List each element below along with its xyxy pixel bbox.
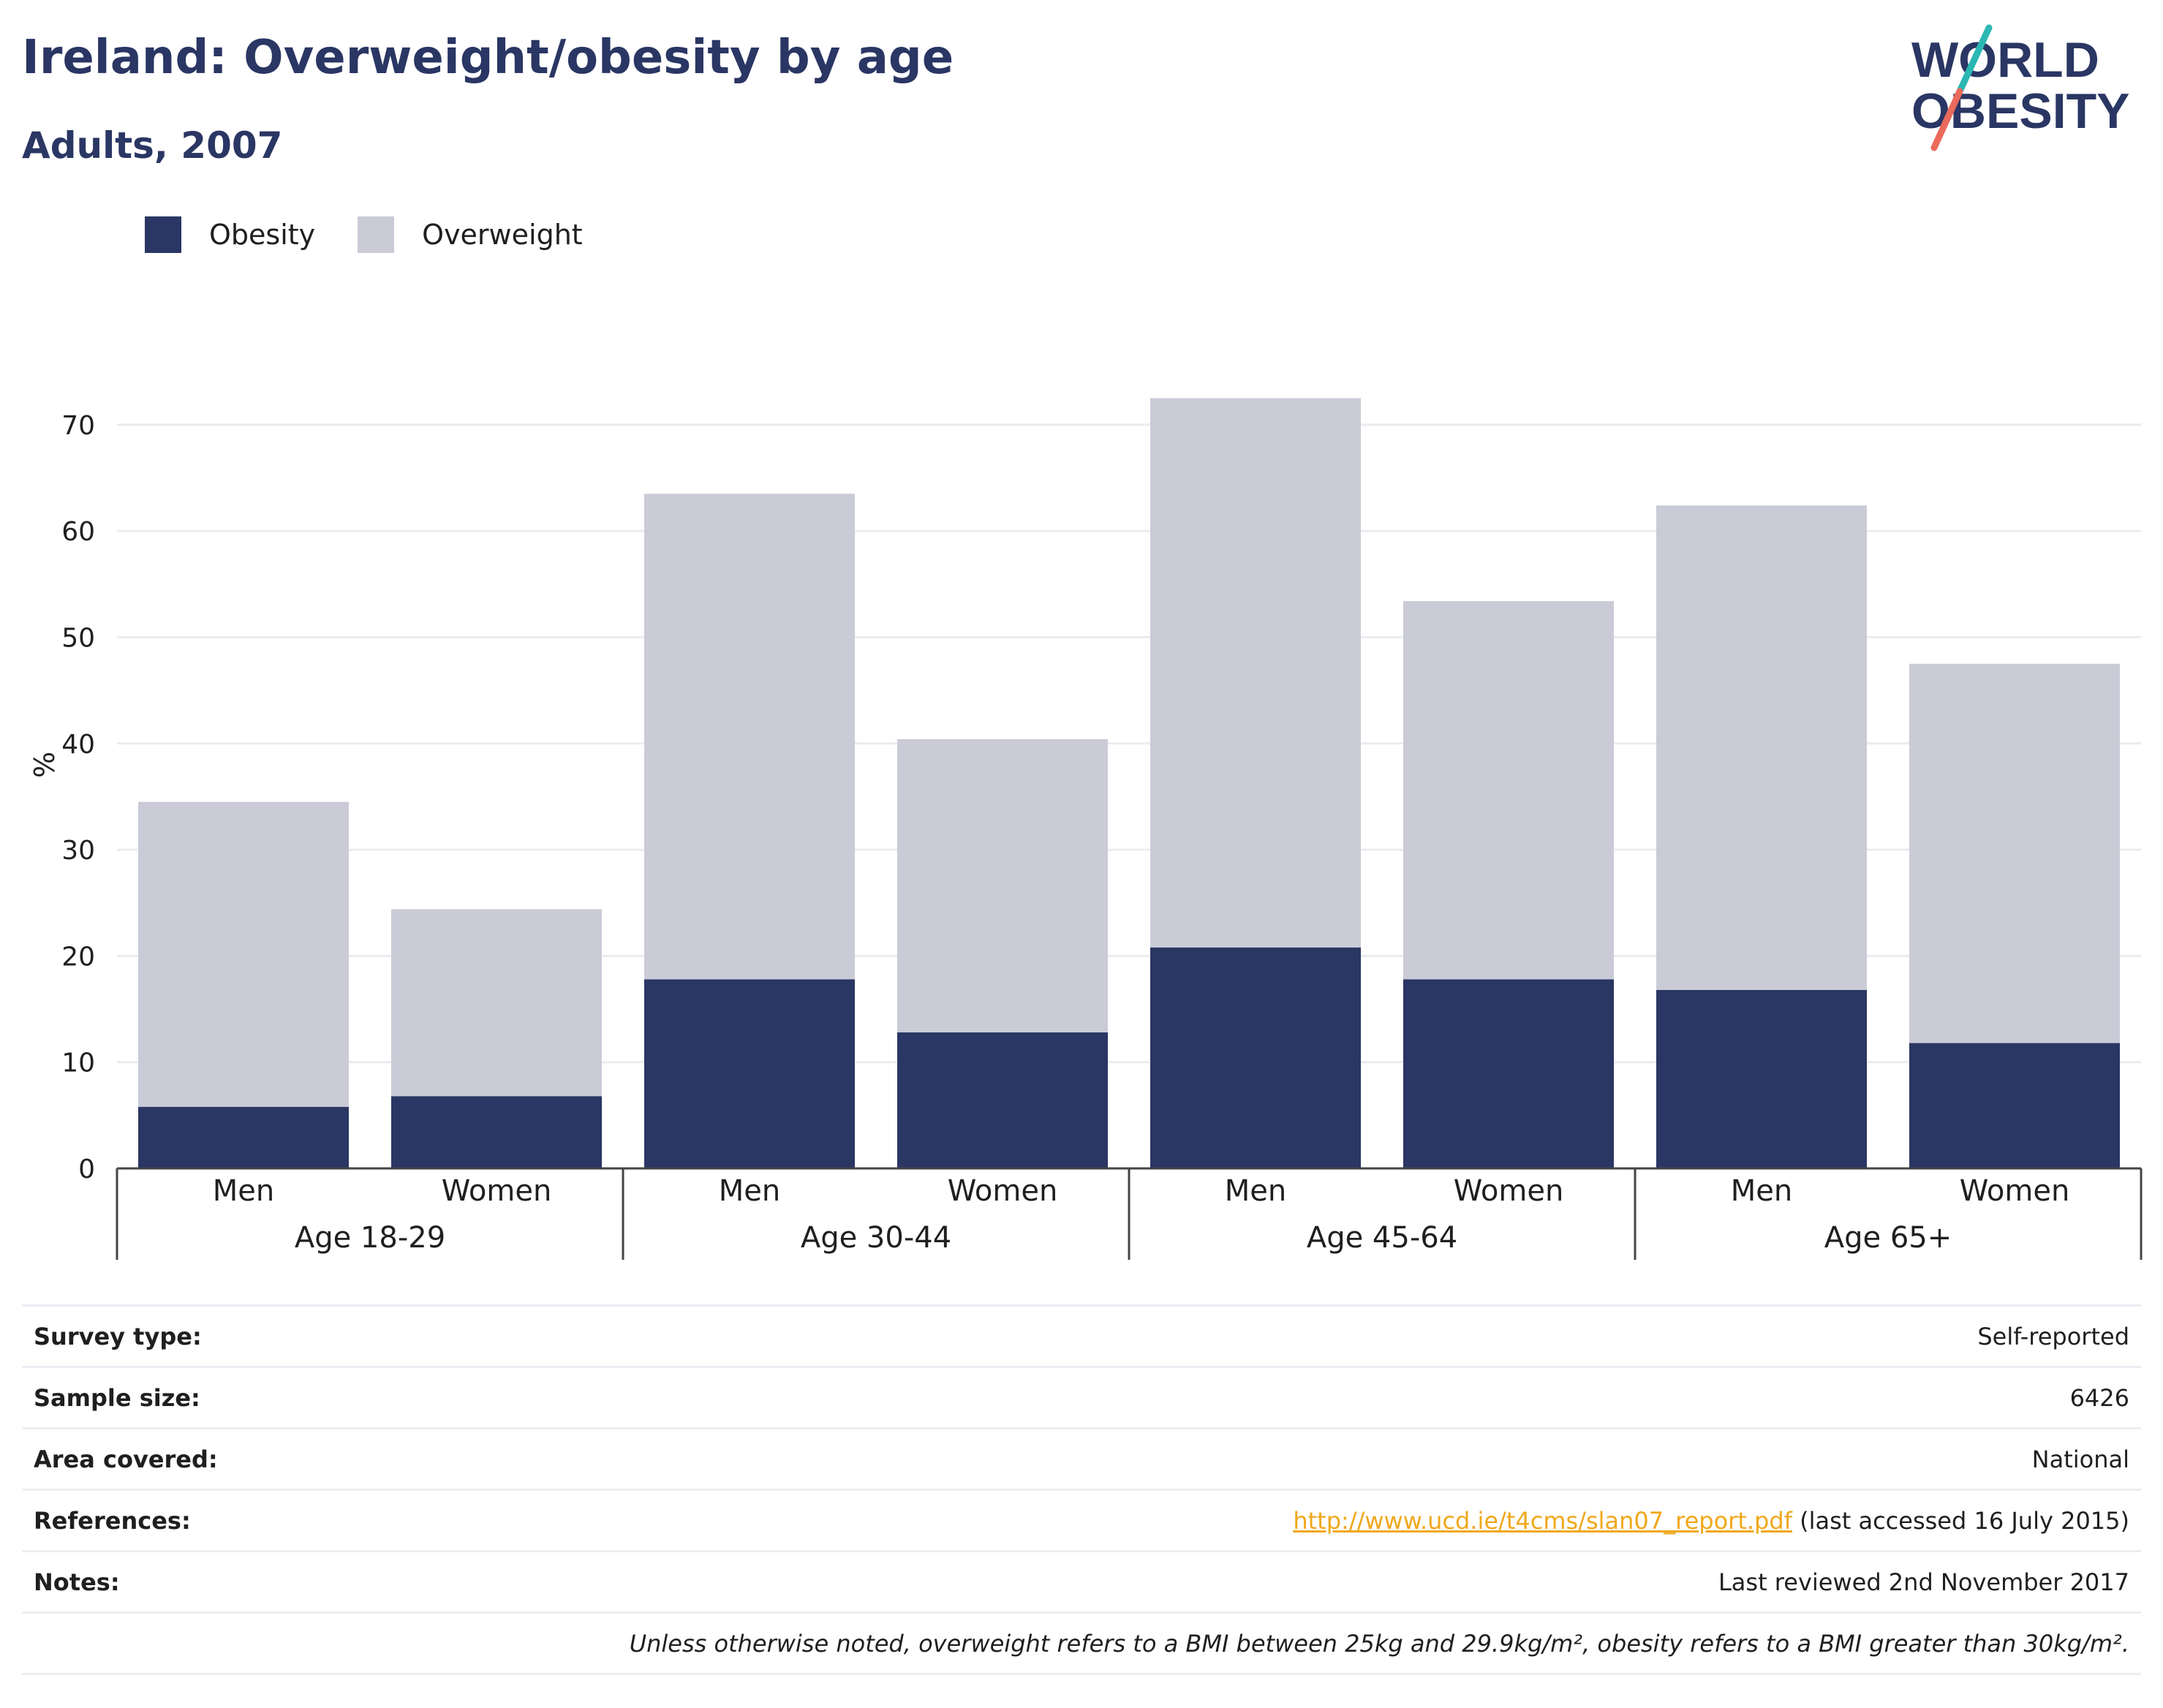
x-category-label: Women [948, 1174, 1058, 1208]
x-group-label: Age 65+ [1824, 1221, 1952, 1255]
info-label: References: [22, 1489, 434, 1552]
x-category-label: Women [1960, 1174, 2070, 1208]
stacked-bar-chart: 0 10 20 30 40 50 60 70% Men Women Men Women Men Women… [29, 398, 2143, 1260]
survey-info-table: Survey type: Self-reported Sample size: … [22, 1304, 2141, 1675]
logo-slash-coral [1930, 88, 1963, 151]
info-value: National [434, 1427, 2141, 1490]
legend-swatch-obesity [145, 216, 181, 253]
info-value: 6426 [434, 1366, 2141, 1429]
info-label: Area covered: [22, 1427, 434, 1490]
bar-obesity [1403, 979, 1614, 1168]
bar-obesity [391, 1096, 602, 1168]
bar-obesity [1909, 1043, 2120, 1168]
chart-legend: Obesity Overweight [145, 216, 625, 253]
info-row-disclaimer: Unless otherwise noted, overweight refer… [22, 1611, 2141, 1675]
bar-overweight [1909, 663, 2120, 1043]
y-tick-label: 60 [61, 517, 95, 547]
bar-overweight [1150, 398, 1361, 948]
bar-overweight [138, 801, 349, 1107]
reference-access-note: (last accessed 16 July 2015) [1800, 1506, 2129, 1535]
y-tick-label: 50 [61, 624, 95, 654]
bar-obesity [138, 1106, 349, 1168]
y-tick-label: 10 [61, 1048, 95, 1078]
info-row-sample-size: Sample size: 6426 [22, 1366, 2141, 1429]
chart-subtitle: Adults, 2007 [22, 124, 283, 167]
bar-obesity [897, 1032, 1108, 1168]
bar-obesity [1150, 947, 1361, 1168]
bar-overweight [1403, 601, 1614, 980]
world-obesity-logo: WORLD OBESITY [1911, 24, 2130, 151]
legend-item-obesity[interactable]: Obesity [145, 216, 315, 253]
info-value: Last reviewed 2nd November 2017 [434, 1550, 2141, 1613]
info-value-references: http://www.ucd.ie/t4cms/slan07_report.pd… [434, 1489, 2141, 1552]
chart-title: Ireland: Overweight/obesity by age [22, 31, 954, 85]
logo-slash-teal [1956, 24, 1993, 95]
info-label: Notes: [22, 1550, 434, 1613]
x-category-label: Women [442, 1174, 552, 1208]
x-group-label: Age 18-29 [295, 1221, 445, 1255]
bar-overweight [391, 909, 602, 1097]
bar-overweight [1656, 505, 1867, 990]
legend-swatch-overweight [358, 216, 395, 253]
reference-link[interactable]: http://www.ucd.ie/t4cms/slan07_report.pd… [1293, 1506, 1792, 1535]
info-row-notes: Notes: Last reviewed 2nd November 2017 [22, 1550, 2141, 1613]
bar-obesity [644, 979, 855, 1168]
y-tick-label: 30 [61, 836, 95, 866]
x-category-label: Men [719, 1174, 780, 1208]
y-tick-label: 0 [78, 1155, 95, 1184]
x-category-label: Men [213, 1174, 274, 1208]
info-row-area-covered: Area covered: National [22, 1427, 2141, 1490]
legend-item-overweight[interactable]: Overweight [358, 216, 583, 253]
bmi-disclaimer: Unless otherwise noted, overweight refer… [22, 1611, 2141, 1675]
y-axis-label: % [29, 752, 61, 778]
y-tick-label: 40 [61, 730, 95, 760]
x-group-label: Age 30-44 [801, 1221, 951, 1255]
bar-overweight [644, 494, 855, 980]
x-group-label: Age 45-64 [1307, 1221, 1457, 1255]
legend-label-obesity: Obesity [209, 219, 316, 251]
legend-label-overweight: Overweight [422, 219, 583, 251]
info-label: Sample size: [22, 1366, 434, 1429]
logo-text-world: WORLD [1911, 32, 2099, 88]
y-tick-label: 20 [61, 942, 95, 972]
info-row-references: References: http://www.ucd.ie/t4cms/slan… [22, 1489, 2141, 1552]
x-category-label: Women [1454, 1174, 1564, 1208]
info-value: Self-reported [434, 1304, 2141, 1367]
bar-overweight [897, 738, 1108, 1033]
x-category-label: Men [1731, 1174, 1792, 1208]
bar-obesity [1656, 989, 1867, 1168]
x-category-label: Men [1225, 1174, 1286, 1208]
info-label: Survey type: [22, 1304, 434, 1367]
y-tick-label: 70 [61, 411, 95, 441]
info-row-survey-type: Survey type: Self-reported [22, 1304, 2141, 1367]
